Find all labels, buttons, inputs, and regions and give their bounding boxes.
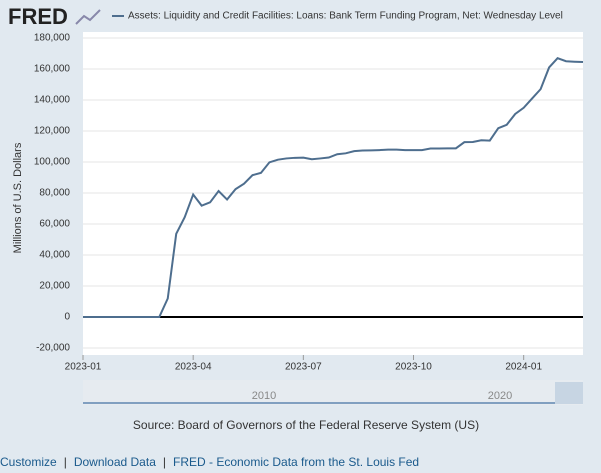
navigator-window[interactable] — [555, 382, 583, 404]
y-tick-label: 140,000 — [34, 95, 71, 106]
y-axis-label: Millions of U.S. Dollars — [12, 142, 24, 253]
y-tick-label: 80,000 — [39, 188, 70, 199]
navigator-label: 2020 — [488, 390, 512, 402]
y-tick-label: 180,000 — [34, 33, 71, 44]
y-tick-label: 0 — [64, 312, 70, 323]
chart: FRED Assets: Liquidity and Credit Facili… — [8, 4, 584, 432]
series-line — [83, 56, 584, 318]
footer-link[interactable]: Customize — [0, 455, 57, 469]
navigator-label: 2010 — [252, 390, 276, 402]
x-tick-label: 2023-01 — [65, 362, 102, 373]
legend-label: Assets: Liquidity and Credit Facilities:… — [128, 11, 563, 22]
y-tick-label: -20,000 — [36, 343, 70, 354]
logo: FRED — [8, 4, 68, 29]
y-tick-label: 40,000 — [39, 250, 70, 261]
y-tick-label: 120,000 — [34, 126, 71, 137]
y-tick-label: 160,000 — [34, 64, 71, 75]
footer: Customize | Download Data | FRED - Economic … — [0, 455, 420, 469]
source: Source: Board of Governors of the Federa… — [133, 418, 479, 432]
y-tick-label: 100,000 — [34, 157, 71, 168]
y-tick-label: 60,000 — [39, 219, 70, 230]
x-tick-label: 2023-04 — [175, 362, 212, 373]
x-tick-label: 2023-07 — [285, 362, 322, 373]
footer-link[interactable]: FRED - Economic Data from the St. Louis … — [173, 455, 420, 469]
navigator — [83, 380, 583, 405]
logo-icon — [75, 9, 101, 25]
x-tick-label: 2024-01 — [505, 362, 542, 373]
footer-link[interactable]: Download Data — [73, 455, 156, 469]
y-tick-label: 20,000 — [39, 281, 70, 292]
x-tick-label: 2023-10 — [395, 362, 432, 373]
